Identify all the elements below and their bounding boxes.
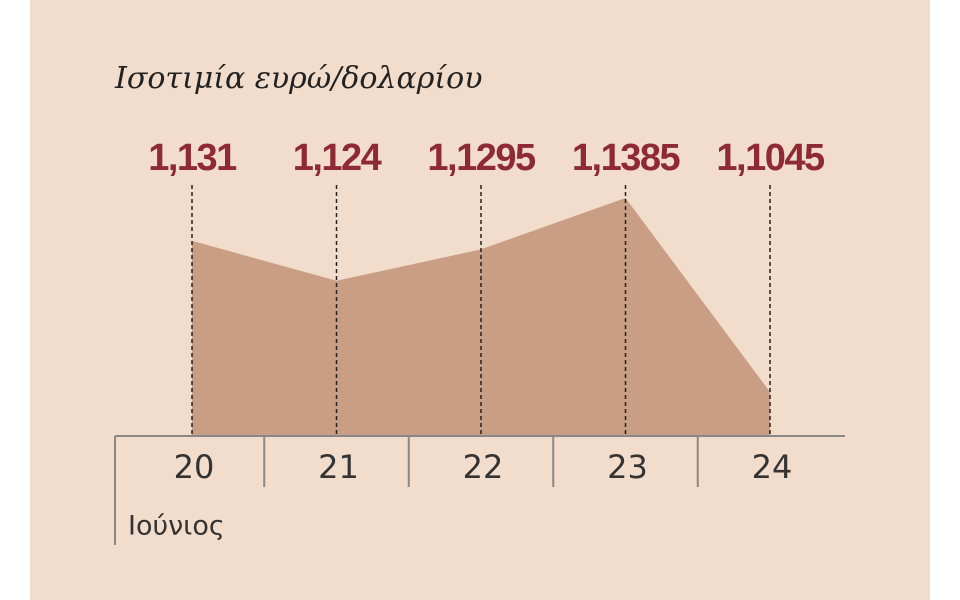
x-tick-label: 21 (318, 448, 359, 486)
x-tick-label: 23 (607, 448, 648, 486)
data-label: 1,131 (148, 137, 237, 179)
x-tick-label: 22 (463, 448, 504, 486)
data-label: 1,1295 (427, 137, 536, 179)
x-axis-sublabel: Ιούνιος (128, 511, 225, 542)
x-tick-label: 24 (752, 448, 793, 486)
chart-title: Ισοτιμία ευρώ/δολαρίου (114, 61, 482, 96)
data-label: 1,124 (293, 137, 382, 179)
data-label: 1,1385 (572, 137, 681, 179)
x-tick-label: 20 (174, 448, 215, 486)
data-label: 1,1045 (716, 137, 825, 179)
